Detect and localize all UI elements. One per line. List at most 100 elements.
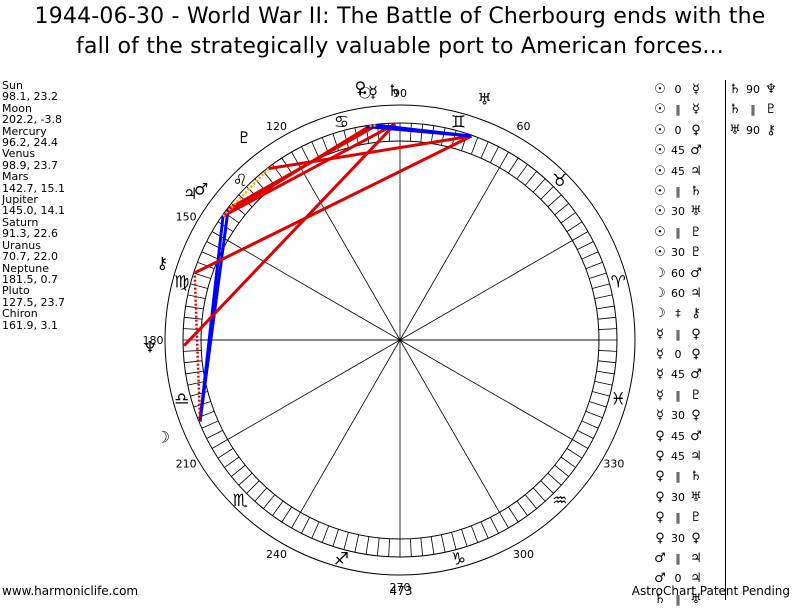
- aspect-row: ☿ ‖ ♀: [653, 325, 703, 345]
- aspect-angle: 30: [671, 205, 685, 219]
- aspect-line: [369, 124, 377, 128]
- aspect-angle: 0: [674, 572, 682, 586]
- degree-label: 330: [603, 458, 624, 471]
- aspect-angle: ‖: [675, 225, 681, 239]
- aspect-row: ☉ 30 ♅: [653, 202, 703, 222]
- aspect-planet-1: ☽: [654, 306, 666, 322]
- aspect-planet-1: ♀: [655, 449, 665, 465]
- aspect-angle: ‖: [750, 103, 756, 117]
- aspect-planet-2: ♄: [690, 183, 702, 199]
- aspect-planet-1: ♀: [655, 489, 665, 505]
- degree-tick: [592, 283, 610, 289]
- title-line-1: 1944-06-30 - World War II: The Battle of…: [34, 4, 766, 29]
- degree-tick: [321, 525, 330, 543]
- degree-tick: [201, 420, 219, 429]
- aspect-row: ♀ 30 ♀: [653, 529, 703, 549]
- degree-tick: [420, 537, 424, 556]
- aspect-row: ♅ 90 ⚷: [728, 121, 778, 141]
- degree-tick: [470, 137, 479, 155]
- degree-tick: [311, 521, 320, 539]
- degree-label: 300: [513, 548, 534, 561]
- degree-tick: [185, 305, 204, 310]
- zodiac-sign-icon: ♋: [334, 113, 349, 133]
- degree-tick: [354, 534, 360, 553]
- aspect-row: ☿ ‖ ♇: [653, 386, 703, 406]
- aspect-column-left: ☉ 0 ☿ ☉ ‖ ☿ ☉ 0 ♀ ☉ 45 ♂ ☉ 45 ♃ ☉ ‖ ♄ ☉ 30 ♅ ☉ ‖ ♇ ☉ 30 ♇ ☽ 60 ♂ ☽ 60 ♃ ☽…: [653, 80, 703, 610]
- aspect-planet-1: ☉: [654, 245, 666, 261]
- degree-tick: [596, 305, 615, 310]
- aspect-planet-1: ☽: [654, 285, 666, 301]
- aspect-angle: 30: [671, 409, 685, 423]
- aspect-planet-1: ☉: [654, 204, 666, 220]
- planet-position: 91.3, 22.6: [2, 227, 58, 241]
- planet-name: Venus: [2, 147, 36, 161]
- degree-tick: [524, 171, 537, 186]
- zodiac-sign-icon: ♉: [552, 171, 567, 191]
- degree-tick: [190, 283, 208, 289]
- aspect-planet-2: ♇: [690, 224, 702, 240]
- degree-tick: [187, 380, 206, 386]
- degree-tick: [410, 538, 412, 557]
- aspect-angle: 0: [674, 123, 682, 137]
- degree-tick: [206, 429, 223, 439]
- aspect-planet-1: ☉: [654, 183, 666, 199]
- house-spoke: [300, 339, 401, 513]
- aspect-row: ☽ 60 ♃: [653, 284, 703, 304]
- aspect-row: ♄ ‖ ♇: [728, 100, 778, 120]
- aspect-line: [376, 123, 472, 138]
- degree-label: 180: [143, 334, 164, 347]
- degree-tick: [440, 127, 446, 146]
- aspect-angle: ‖: [675, 470, 681, 484]
- aspect-line: [227, 123, 378, 211]
- aspect-row: ♂ 0 ♃: [653, 569, 703, 589]
- aspect-line: [222, 167, 270, 217]
- aspect-planet-2: ⚷: [766, 122, 776, 138]
- planet-position: 96.2, 24.4: [2, 136, 58, 150]
- aspect-planet-2: ♅: [690, 489, 702, 505]
- aspect-row: ♄ 90 ♆: [728, 80, 778, 100]
- aspect-row: ♀ 30 ♅: [653, 488, 703, 508]
- aspect-planet-2: ♇: [690, 245, 702, 261]
- aspect-angle: 45: [671, 144, 685, 158]
- degree-tick: [365, 536, 370, 555]
- aspect-planet-2: ♂: [690, 367, 702, 383]
- planet-position: 202.2, -3.8: [2, 113, 62, 127]
- degree-tick: [430, 125, 435, 144]
- aspect-angle: 0: [674, 348, 682, 362]
- aspect-row: ♀ 45 ♂: [653, 427, 703, 447]
- degree-tick: [254, 487, 268, 502]
- aspect-planet-1: ♀: [655, 530, 665, 546]
- degree-tick: [272, 500, 284, 516]
- degree-tick: [596, 370, 615, 375]
- zodiac-sign-icon: ♏: [233, 491, 248, 511]
- planet-glyph-icon: ⚷: [157, 253, 169, 272]
- aspect-planet-2: ♂: [690, 143, 702, 159]
- aspect-planet-2: ♀: [691, 530, 701, 546]
- planet-position: 70.7, 22.0: [2, 250, 58, 264]
- aspect-planet-1: ♀: [655, 469, 665, 485]
- degree-label: 150: [176, 211, 197, 224]
- planet-glyph-icon: ♄: [387, 81, 401, 100]
- aspect-angle: ‖: [675, 511, 681, 525]
- aspect-planet-2: ♇: [690, 510, 702, 526]
- degree-tick: [224, 456, 240, 468]
- degree-label: 60: [517, 120, 531, 133]
- degree-tick: [231, 464, 246, 477]
- degree-tick: [598, 350, 617, 352]
- degree-tick: [246, 480, 260, 494]
- aspect-row: ☉ 45 ♂: [653, 141, 703, 161]
- aspect-planet-2: ♂: [690, 265, 702, 281]
- degree-tick: [499, 151, 509, 168]
- degree-tick: [581, 420, 599, 429]
- aspect-row: ☉ 45 ♃: [653, 162, 703, 182]
- degree-tick: [376, 537, 380, 556]
- degree-tick: [540, 480, 554, 494]
- aspect-angle: 60: [671, 286, 685, 300]
- planet-position: 98.1, 23.2: [2, 90, 58, 104]
- aspect-angle: ‖: [675, 103, 681, 117]
- planet-glyph-icon: ☉: [358, 83, 372, 102]
- aspect-planet-2: ♃: [690, 550, 702, 566]
- footer-website[interactable]: www.harmoniclife.com: [2, 584, 139, 598]
- planet-position: 145.0, 14.1: [2, 204, 65, 218]
